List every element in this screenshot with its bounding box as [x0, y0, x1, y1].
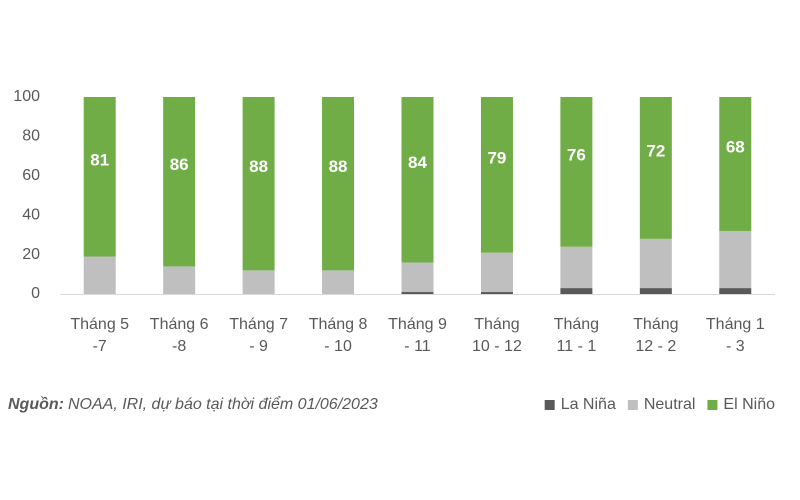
x-tick-line: -8: [172, 338, 186, 355]
x-tick-line: Tháng 8: [309, 316, 368, 333]
x-tick-label: Tháng 10 - 12: [472, 316, 522, 355]
x-tick-line: - 3: [726, 338, 745, 355]
source-label: Nguồn:: [8, 396, 64, 413]
bar-segment: [560, 246, 593, 289]
x-tick-label: Tháng 9 - 11: [388, 316, 447, 355]
y-tick-label: 100: [13, 88, 40, 105]
data-label: 79: [487, 148, 506, 167]
bar-segment: [480, 252, 513, 293]
x-tick-label: Tháng 5 -7: [70, 316, 129, 355]
x-tick-label: Tháng 6 -8: [150, 316, 209, 355]
data-label: 68: [726, 137, 745, 156]
bar-segment: [242, 270, 275, 294]
bar-segment: [83, 256, 116, 294]
data-label: 86: [170, 155, 189, 174]
source-note: Nguồn: NOAA, IRI, dự báo tại thời điểm 01…: [8, 395, 378, 413]
bar-segment: [401, 262, 434, 293]
legend-swatch: [627, 400, 638, 410]
data-label: 88: [329, 157, 348, 176]
bar-segment: [163, 97, 196, 267]
x-tick-line: - 10: [324, 338, 352, 355]
x-tick-line: -7: [93, 338, 107, 355]
bar-segment: [322, 97, 355, 271]
data-label: 76: [567, 145, 586, 164]
bar-segment: [719, 288, 752, 294]
legend-swatch: [544, 400, 555, 410]
x-tick-line: Tháng: [474, 316, 519, 333]
legend-swatch: [707, 400, 718, 410]
legend-label: El Niño: [723, 396, 775, 413]
data-label: 72: [646, 141, 665, 160]
x-tick-line: - 11: [404, 338, 430, 355]
x-tick-line: Tháng 5: [70, 316, 129, 333]
bar-segment: [719, 97, 752, 231]
bar-segment: [163, 266, 196, 294]
bar-segment: [480, 97, 513, 253]
legend-label: La Niña: [561, 396, 616, 413]
bar-segment: [560, 97, 593, 247]
x-tick-line: 11 - 1: [557, 338, 597, 355]
y-tick-label: 40: [22, 206, 40, 223]
x-tick-line: 12 - 2: [635, 338, 676, 355]
x-tick-label: Tháng 1 - 3: [706, 316, 765, 355]
bar-segment: [322, 270, 355, 294]
x-tick-line: Tháng: [554, 316, 599, 333]
data-label: 81: [90, 150, 109, 169]
x-tick-label: Tháng 12 - 2: [633, 316, 678, 355]
x-tick-line: Tháng: [633, 316, 678, 333]
x-tick-line: - 9: [249, 338, 268, 355]
x-tick-line: Tháng 6: [150, 316, 209, 333]
bar-segment: [639, 97, 672, 239]
x-tick-label: Tháng 8 - 10: [309, 316, 368, 355]
bar-segment: [83, 97, 116, 257]
y-tick-label: 0: [31, 285, 40, 302]
bar-segment: [480, 292, 513, 294]
x-tick-line: Tháng 7: [229, 316, 288, 333]
bar-segment: [639, 238, 672, 289]
bar-segment: [401, 97, 434, 263]
data-label: 88: [249, 157, 268, 176]
bar-segment: [401, 292, 434, 294]
x-tick-line: 10 - 12: [472, 338, 522, 355]
source-text: NOAA, IRI, dự báo tại thời điểm 01/06/20…: [68, 395, 378, 413]
x-tick-label: Tháng 7 - 9: [229, 316, 288, 355]
bar-segment: [639, 288, 672, 294]
bar-segment: [719, 230, 752, 289]
x-tick-label: Tháng 11 - 1: [554, 316, 599, 355]
y-tick-label: 80: [22, 128, 40, 145]
y-tick-label: 20: [22, 246, 40, 263]
bar-segment: [242, 97, 275, 271]
y-tick-label: 60: [22, 167, 40, 184]
data-label: 84: [408, 153, 427, 172]
x-tick-line: Tháng 9: [388, 316, 447, 333]
x-tick-line: Tháng 1: [706, 316, 765, 333]
bar-segment: [560, 288, 593, 294]
legend-label: Neutral: [644, 396, 696, 413]
